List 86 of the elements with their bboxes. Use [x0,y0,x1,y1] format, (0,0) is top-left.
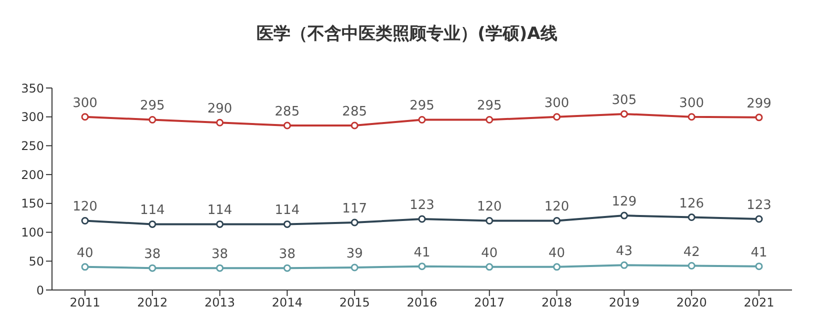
y-tick-label: 350 [21,81,44,96]
y-tick-label: 50 [28,254,44,268]
point [81,216,89,224]
point [486,263,494,271]
x-tick-label: 2013 [204,296,236,310]
point [283,220,291,228]
point [283,122,291,130]
x-tick-label: 2020 [676,296,707,310]
point [81,113,89,121]
point [620,110,628,118]
y-tick-label: 200 [21,168,44,182]
point [283,264,291,272]
data-label: 290 [207,102,232,117]
x-tick-label: 2017 [474,296,505,310]
y-tick-label: 250 [21,138,44,153]
data-label: 114 [274,203,300,218]
data-label: 40 [548,246,566,261]
data-label: 42 [683,244,700,260]
point [620,212,628,220]
data-label: 295 [140,98,165,114]
data-label: 123 [746,198,772,214]
data-label: 38 [212,247,228,262]
data-label: 129 [612,194,637,210]
point [350,218,358,226]
data-label: 114 [207,203,232,218]
point [553,113,561,121]
point [688,262,696,270]
point [620,261,628,269]
data-label: 41 [750,245,768,260]
data-label: 40 [481,246,498,261]
y-tick-label: 150 [21,196,44,211]
data-label: 300 [72,96,98,111]
data-label: 114 [140,203,165,218]
data-label: 117 [342,201,368,216]
y-tick-label: 100 [21,226,44,240]
data-label: 120 [476,200,502,215]
point [148,264,156,272]
data-label: 40 [76,246,94,261]
data-label: 38 [144,247,161,262]
data-label: 295 [410,98,434,114]
data-label: 41 [414,245,430,260]
point [148,116,156,124]
point [216,118,224,126]
point [553,263,561,271]
data-label: 120 [544,200,570,215]
x-tick-label: 2015 [339,296,370,310]
data-label: 126 [679,196,704,212]
point [688,214,696,222]
x-tick-label: 2019 [608,296,640,310]
data-label: 295 [476,98,502,114]
data-label: 300 [544,96,570,111]
data-label: 120 [72,200,98,215]
x-tick-label: 2011 [70,296,100,310]
point [81,263,89,271]
x-tick-label: 2018 [542,296,572,310]
point [216,264,224,272]
data-label: 305 [612,92,637,108]
data-label: 38 [278,247,296,262]
x-tick-label: 2016 [406,296,438,310]
data-label: 123 [410,198,434,214]
point [216,220,224,228]
data-label: 285 [274,104,300,120]
data-label: 43 [616,244,632,260]
point [418,262,426,270]
point [350,264,358,272]
point [486,116,494,124]
point [755,215,763,223]
x-tick-label: 2021 [744,296,774,310]
point [755,114,763,122]
data-label: 300 [679,96,704,111]
x-tick-label: 2012 [137,296,168,310]
point [350,122,358,130]
chart-title: 医学（不含中医类照顾专业）(学硕)A线 [256,23,558,46]
y-tick-label: 0 [36,283,44,298]
point [418,215,426,223]
point [755,262,763,270]
data-label: 39 [346,246,363,262]
point [688,113,696,121]
point [148,220,156,228]
y-tick-label: 300 [21,110,44,124]
point [486,216,494,224]
data-label: 299 [746,96,772,112]
point [418,116,426,124]
point [553,216,561,224]
x-tick-label: 2014 [272,296,302,310]
data-label: 285 [342,104,368,120]
